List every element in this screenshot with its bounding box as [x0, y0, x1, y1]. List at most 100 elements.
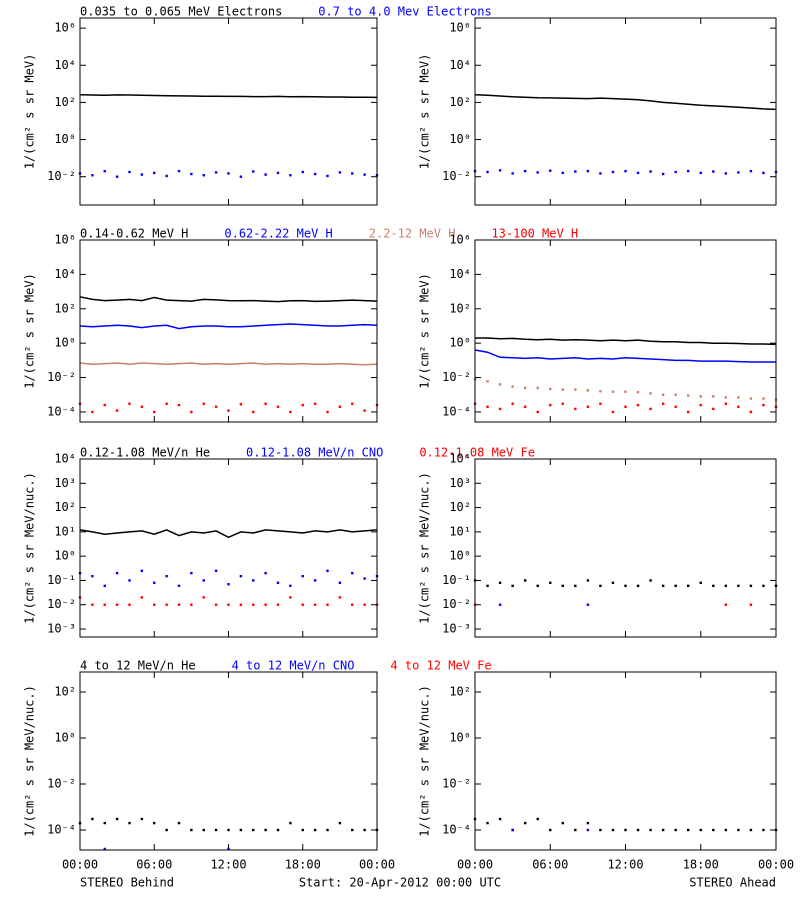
- series-dot: [276, 581, 280, 585]
- series-dot: [486, 584, 489, 588]
- series-dot: [749, 584, 753, 588]
- series-dot: [289, 596, 292, 599]
- series-dot: [227, 847, 230, 851]
- series-dot: [239, 574, 243, 578]
- series-dot: [363, 828, 366, 832]
- series-dot: [749, 410, 753, 414]
- series-dot: [351, 172, 354, 175]
- y-tick-label: 10²: [449, 95, 471, 109]
- legend-entry: 4 to 12 MeV/n CNO: [232, 659, 355, 673]
- series-dot: [91, 817, 94, 821]
- series-dot: [313, 402, 317, 405]
- series-dot: [190, 172, 193, 176]
- series-dot: [177, 584, 181, 588]
- y-tick-label: 10⁻⁴: [442, 822, 471, 836]
- legend-entry: 0.62-2.22 MeV H: [224, 227, 332, 241]
- y-tick-label: 10⁻⁴: [47, 822, 76, 836]
- series-dot: [264, 173, 267, 176]
- series-dot: [599, 390, 602, 393]
- series-dot: [586, 821, 590, 825]
- y-tick-label: 10⁻³: [47, 622, 76, 636]
- series-dot: [561, 821, 564, 825]
- series-dot: [202, 174, 205, 177]
- y-tick-label: 10⁻²: [47, 776, 76, 790]
- y-axis-label: 1/(cm² s sr MeV/nuc.): [23, 685, 37, 837]
- series-dot: [486, 405, 489, 408]
- series-dot: [264, 571, 267, 575]
- series-dot: [699, 581, 702, 585]
- series-dot: [486, 380, 489, 383]
- series-line: [474, 349, 776, 363]
- series-dot: [252, 170, 255, 173]
- series-dot: [190, 410, 193, 414]
- series-dot: [699, 395, 702, 398]
- series-dot: [227, 603, 230, 606]
- series-dot: [214, 405, 218, 408]
- series-dot: [749, 828, 753, 832]
- series-dot: [712, 407, 715, 411]
- y-tick-label: 10⁶: [54, 233, 76, 247]
- series-dot: [762, 403, 765, 407]
- series-dot: [165, 574, 168, 578]
- series-dot: [561, 171, 564, 175]
- series-dot: [661, 393, 665, 396]
- series-dot: [611, 581, 615, 585]
- series-dot: [165, 174, 168, 178]
- series-dot: [91, 603, 94, 606]
- series-dot: [338, 821, 342, 825]
- series-dot: [264, 402, 267, 405]
- y-tick-label: 10⁻²: [442, 370, 471, 384]
- series-dot: [636, 171, 640, 175]
- series-dot: [326, 603, 329, 606]
- series-dot: [724, 402, 728, 405]
- series-dot: [115, 409, 119, 412]
- series-dot: [128, 402, 131, 405]
- series-dot: [699, 403, 702, 407]
- y-tick-label: 10³: [449, 476, 471, 490]
- y-tick-label: 10⁶: [54, 21, 76, 35]
- y-tick-label: 10⁰: [449, 132, 471, 146]
- x-tick-label: 12:00: [210, 858, 246, 872]
- footer-left: STEREO Behind: [80, 876, 174, 890]
- series-dot: [661, 172, 665, 176]
- series-dot: [202, 828, 205, 832]
- series-dot: [326, 828, 329, 832]
- series-dot: [498, 817, 502, 821]
- series-dot: [227, 172, 230, 175]
- series-dot: [536, 171, 539, 174]
- series-dot: [737, 584, 740, 588]
- series-dot: [239, 403, 243, 406]
- legend-entry: 2.2-12 MeV H: [369, 227, 456, 241]
- legend-entry: 0.7 to 4.0 Mev Electrons: [318, 5, 491, 19]
- series-dot: [661, 828, 665, 832]
- series-dot: [624, 169, 627, 173]
- series-dot: [363, 173, 366, 176]
- series-dot: [687, 394, 690, 397]
- series-dot: [737, 171, 740, 174]
- series-dot: [153, 821, 156, 825]
- y-tick-label: 10¹: [54, 524, 76, 538]
- series-dot: [674, 828, 677, 832]
- series-dot: [91, 174, 94, 177]
- series-dot: [214, 569, 218, 572]
- series-dot: [649, 170, 652, 173]
- x-tick-label: 00:00: [457, 858, 493, 872]
- y-tick-label: 10⁴: [449, 452, 471, 466]
- series-dot: [363, 603, 366, 606]
- series-dot: [674, 170, 677, 174]
- series-dot: [649, 579, 652, 582]
- footer-center: Start: 20-Apr-2012 00:00 UTC: [299, 876, 501, 890]
- series-dot: [724, 603, 728, 606]
- plot-frame: [79, 671, 378, 851]
- series-dot: [498, 407, 502, 411]
- x-tick-label: 06:00: [136, 858, 172, 872]
- y-tick-label: 10³: [54, 476, 76, 490]
- series-dot: [511, 172, 514, 175]
- y-tick-label: 10⁰: [449, 336, 471, 350]
- series-dot: [624, 584, 627, 588]
- series-dot: [351, 603, 354, 606]
- y-axis-label: 1/(cm² s sr MeV/nuc.): [418, 685, 432, 837]
- series-dot: [749, 603, 753, 606]
